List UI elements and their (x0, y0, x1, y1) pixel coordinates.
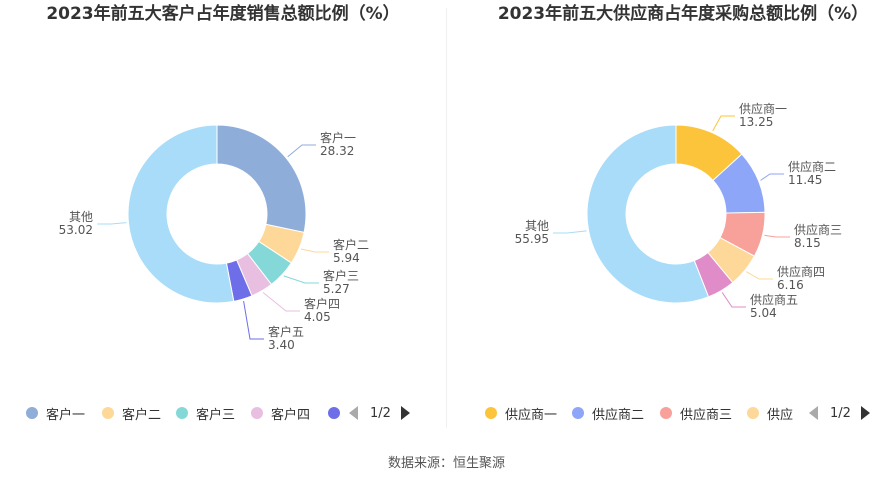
slice-value-label: 8.15 (794, 236, 821, 250)
panel-divider (446, 8, 447, 428)
legend-pager: 1/2 (349, 403, 410, 423)
leader-line (760, 173, 784, 181)
next-page-icon[interactable] (400, 406, 410, 420)
slice-value-label: 5.94 (333, 251, 360, 265)
legend-marker (26, 407, 38, 419)
legend-marker (660, 407, 672, 419)
legend-item[interactable]: 客户四 (251, 403, 310, 423)
legend-item[interactable]: 客户二 (102, 403, 161, 423)
slice-value-label: 5.27 (323, 282, 350, 296)
slice-category-label: 供应商五 (750, 292, 798, 307)
slice-category-label: 其他 (525, 219, 549, 233)
legend-item[interactable]: 供应商一 (485, 403, 557, 423)
donut-slice[interactable] (216, 124, 307, 234)
chart-legend: 客户一 客户二 客户三 客户四 1/2 (0, 403, 446, 423)
slice-value-label: 5.04 (750, 306, 777, 320)
data-source: 数据来源：恒生聚源 (387, 456, 505, 471)
chart-legend: 供应商一 供应商二 供应商三 供应 1/2 (448, 403, 893, 423)
legend-marker (102, 407, 114, 419)
leader-line (287, 144, 316, 158)
legend-label: 供应商二 (592, 407, 645, 423)
legend-label: 客户三 (196, 407, 236, 423)
slice-value-label: 28.32 (320, 144, 354, 158)
legend-item[interactable]: 供应商三 (660, 403, 732, 423)
legend-item[interactable]: 供应 (747, 403, 793, 423)
leader-line (283, 275, 319, 284)
slice-value-label: 4.05 (304, 310, 331, 324)
slice-category-label: 供应商二 (788, 159, 836, 174)
legend-item[interactable]: 客户一 (26, 403, 85, 423)
leader-line (721, 292, 746, 308)
chart-title: 2023年前五大客户占年度销售总额比例（%） (46, 4, 400, 24)
slice-category-label: 客户一 (320, 130, 356, 145)
slice-value-label: 11.45 (788, 173, 822, 187)
donut-slice[interactable] (586, 124, 710, 304)
chart-title: 2023年前五大供应商占年度采购总额比例（%） (497, 4, 869, 24)
slice-category-label: 供应商三 (794, 222, 842, 237)
leader-line (764, 234, 790, 238)
legend-label: 客户四 (271, 407, 311, 423)
leader-line (300, 248, 329, 253)
supplier-chart-panel: 2023年前五大供应商占年度采购总额比例（%） 供应商一 13.25 供应商二 11.… (448, 0, 893, 440)
legend-marker (176, 407, 188, 419)
next-page-icon[interactable] (860, 406, 870, 420)
slice-category-label: 其他 (69, 210, 93, 224)
legend-label: 供应商三 (680, 407, 733, 423)
slice-category-label: 供应商四 (777, 264, 825, 279)
legend-marker (572, 407, 584, 419)
leader-line (97, 222, 127, 225)
leader-line (243, 300, 264, 340)
legend-item[interactable]: 客户三 (176, 403, 235, 423)
legend-label: 客户二 (122, 407, 162, 423)
legend-label: 供应 (767, 407, 794, 423)
slice-value-label: 6.16 (777, 278, 804, 292)
slice-category-label: 客户二 (333, 237, 369, 252)
slice-value-label: 13.25 (739, 115, 773, 129)
legend-label: 供应商一 (505, 407, 558, 423)
legend-marker (251, 407, 263, 419)
leader-line (262, 292, 300, 312)
slice-value-label: 3.40 (268, 338, 295, 352)
slice-value-label: 53.02 (59, 223, 93, 237)
legend-marker[interactable] (328, 407, 340, 419)
legend-marker (485, 407, 497, 419)
prev-page-icon[interactable] (809, 406, 818, 420)
leader-line (746, 271, 773, 280)
customer-chart-panel: 2023年前五大客户占年度销售总额比例（%） 客户一 28.32 客户二 5.94 客户… (0, 0, 446, 440)
page-indicator: 1/2 (370, 405, 391, 421)
slice-category-label: 供应商一 (739, 101, 787, 116)
page-indicator: 1/2 (830, 405, 851, 421)
donut-slice[interactable] (127, 124, 235, 304)
slice-value-label: 55.95 (515, 232, 549, 246)
leader-line (712, 115, 735, 132)
legend-label: 客户一 (46, 407, 86, 423)
legend-item[interactable]: 供应商二 (572, 403, 644, 423)
legend-marker (747, 407, 759, 419)
slice-category-label: 客户四 (304, 296, 340, 311)
legend-pager: 1/2 (809, 403, 870, 423)
prev-page-icon[interactable] (349, 406, 358, 420)
leader-line (553, 230, 587, 234)
slice-category-label: 客户三 (323, 268, 359, 283)
slice-category-label: 客户五 (268, 324, 304, 339)
